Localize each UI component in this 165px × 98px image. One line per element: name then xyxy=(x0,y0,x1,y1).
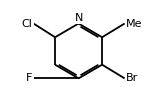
Text: Me: Me xyxy=(126,19,142,29)
Text: Br: Br xyxy=(126,73,138,83)
Text: F: F xyxy=(26,73,33,83)
Text: Cl: Cl xyxy=(22,19,33,29)
Text: N: N xyxy=(74,13,83,23)
